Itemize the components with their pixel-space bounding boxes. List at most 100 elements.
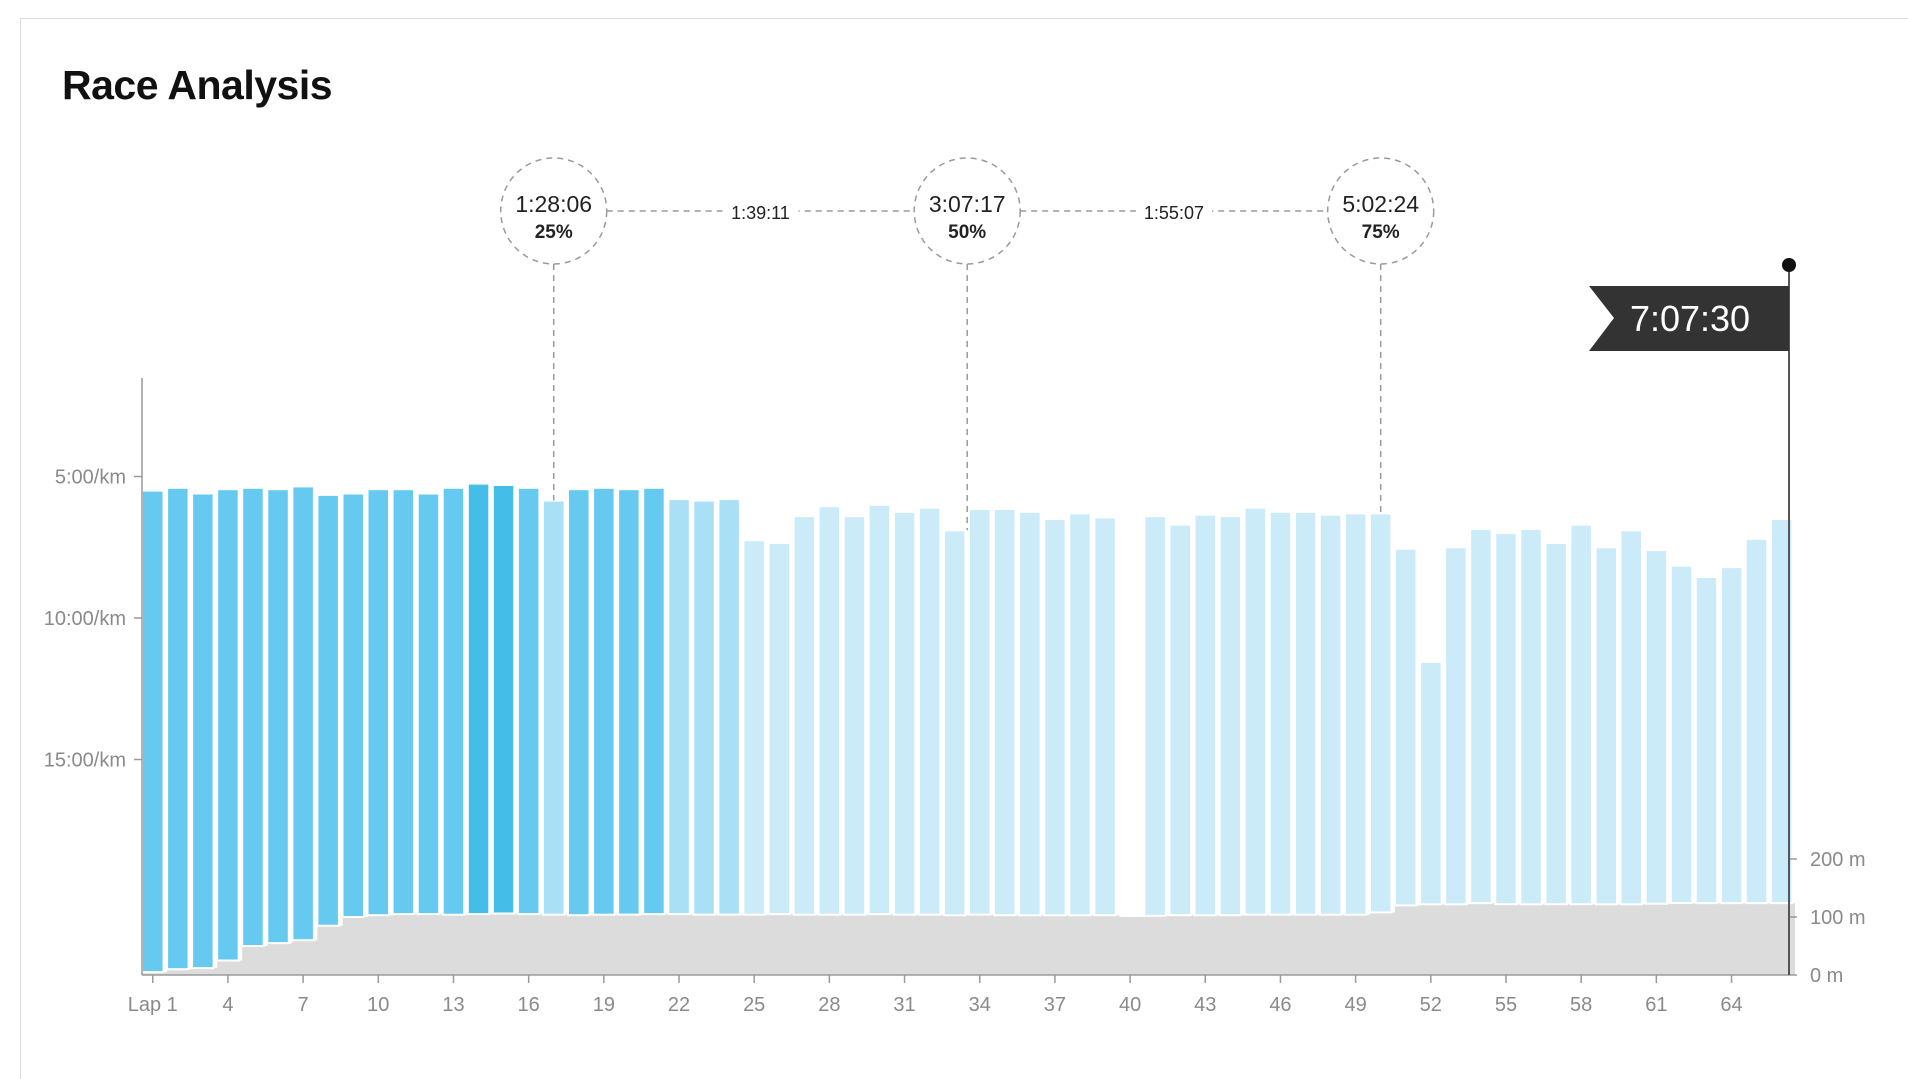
pace-bar-lap-25 bbox=[742, 539, 766, 916]
pace-bars-layer bbox=[141, 482, 1794, 974]
pace-bar-lap-4 bbox=[216, 488, 240, 962]
x-tick-label: 43 bbox=[1194, 994, 1216, 1016]
x-tick-label: 61 bbox=[1645, 994, 1667, 1016]
milestone-circle bbox=[913, 157, 1021, 265]
x-tick-label: 52 bbox=[1420, 994, 1442, 1016]
y-tick-label: 5:00/km bbox=[55, 467, 126, 489]
milestone-time: 5:02:24 bbox=[1342, 191, 1419, 217]
pace-bar-lap-38 bbox=[1068, 512, 1092, 917]
pace-bar-lap-36 bbox=[1018, 510, 1042, 917]
x-tick-label: 28 bbox=[818, 994, 840, 1016]
pace-bar-lap-65 bbox=[1744, 537, 1769, 905]
pace-bar-lap-10 bbox=[366, 488, 390, 917]
pace-bar-lap-44 bbox=[1218, 515, 1243, 917]
x-tick-label: 46 bbox=[1269, 994, 1291, 1016]
pace-bar-lap-42 bbox=[1168, 523, 1192, 917]
pace-bar-lap-57 bbox=[1544, 542, 1568, 906]
x-tick-label: 31 bbox=[893, 994, 915, 1016]
pace-bar-lap-55 bbox=[1494, 532, 1518, 906]
elevation-tick-label: 0 m bbox=[1810, 965, 1843, 987]
y-tick-label: 15:00/km bbox=[44, 750, 126, 772]
pace-bar-lap-26 bbox=[767, 542, 791, 916]
pace-bar-lap-60 bbox=[1619, 529, 1643, 906]
pace-bar-lap-52 bbox=[1419, 660, 1443, 906]
pace-bar-lap-51 bbox=[1394, 547, 1418, 907]
pace-bar-lap-54 bbox=[1469, 527, 1493, 905]
x-tick-label: 49 bbox=[1345, 994, 1367, 1016]
split-time-label: 1:39:11 bbox=[731, 203, 790, 223]
pace-bar-lap-20 bbox=[617, 488, 641, 916]
milestones-layer: 1:39:11 1:55:07 1:28:06 25% 3:07:17 50% 5:02:2… bbox=[499, 157, 1435, 531]
pace-bar-lap-48 bbox=[1318, 513, 1343, 916]
pace-bar-lap-50 bbox=[1368, 512, 1393, 914]
axes-layer: 5:00/km 10:00/km 15:00/km Lap 1 4 7 10 13 16 19 22… bbox=[44, 378, 1866, 1016]
pace-bar-lap-37 bbox=[1043, 518, 1067, 917]
x-tick-label: 19 bbox=[593, 994, 615, 1016]
pace-bar-lap-53 bbox=[1444, 546, 1468, 906]
x-tick-label: 37 bbox=[1044, 994, 1066, 1016]
pace-bar-lap-46 bbox=[1268, 510, 1293, 916]
pace-bar-lap-15 bbox=[491, 484, 516, 915]
y-tick-label: 10:00/km bbox=[44, 608, 126, 630]
pace-bar-lap-1 bbox=[141, 489, 165, 974]
x-tick-label: 40 bbox=[1119, 994, 1141, 1016]
pace-bar-lap-66 bbox=[1769, 518, 1794, 905]
milestone-time: 3:07:17 bbox=[929, 191, 1006, 217]
x-tick-label: 64 bbox=[1720, 994, 1742, 1016]
pace-bar-lap-24 bbox=[717, 498, 741, 916]
pace-bar-lap-56 bbox=[1519, 527, 1543, 906]
x-tick-label: 25 bbox=[743, 994, 765, 1016]
pace-bar-lap-63 bbox=[1694, 576, 1719, 905]
elevation-layer bbox=[142, 903, 1796, 975]
milestone-percent: 50% bbox=[948, 222, 986, 243]
finish-time: 7:07:30 bbox=[1630, 298, 1750, 339]
pace-bar-lap-30 bbox=[867, 503, 892, 916]
elevation-tick-label: 200 m bbox=[1810, 849, 1866, 871]
x-tick-label: 10 bbox=[367, 994, 389, 1016]
pace-bar-lap-14 bbox=[466, 482, 491, 916]
pace-bar-lap-43 bbox=[1193, 513, 1217, 917]
milestone-time: 1:28:06 bbox=[515, 191, 592, 217]
pace-bar-lap-23 bbox=[692, 499, 716, 916]
pace-bar-lap-16 bbox=[516, 486, 541, 916]
x-tick-label: 55 bbox=[1495, 994, 1517, 1016]
x-tick-label: 7 bbox=[298, 994, 309, 1016]
pace-bar-lap-32 bbox=[917, 506, 942, 916]
pace-bar-lap-9 bbox=[341, 492, 365, 918]
pace-bar-lap-31 bbox=[892, 510, 917, 916]
x-tick-label: 4 bbox=[222, 994, 233, 1016]
finish-flag-layer: 7:07:30 bbox=[1589, 258, 1796, 975]
pace-bar-lap-28 bbox=[817, 505, 842, 916]
split-label-bg bbox=[722, 197, 799, 225]
pace-bar-lap-62 bbox=[1669, 564, 1694, 904]
pace-bar-lap-34 bbox=[968, 508, 992, 916]
x-tick-label: 13 bbox=[442, 994, 464, 1016]
pace-bar-lap-29 bbox=[842, 515, 867, 916]
chart-card-border bbox=[20, 18, 1908, 1079]
pace-bar-lap-12 bbox=[416, 492, 441, 916]
milestone-percent: 25% bbox=[535, 222, 573, 243]
pace-bar-lap-33 bbox=[942, 529, 967, 917]
pace-bar-lap-3 bbox=[191, 492, 215, 970]
pace-bar-lap-58 bbox=[1569, 523, 1593, 906]
pace-bar-lap-47 bbox=[1293, 510, 1318, 916]
pace-bar-lap-8 bbox=[316, 493, 340, 927]
pace-bar-lap-59 bbox=[1594, 546, 1618, 906]
milestone-percent: 75% bbox=[1362, 222, 1400, 243]
page-title: Race Analysis bbox=[62, 62, 333, 108]
pace-bar-lap-18 bbox=[567, 488, 591, 917]
split-time-label: 1:55:07 bbox=[1144, 203, 1204, 223]
finish-pole-top bbox=[1782, 258, 1796, 272]
milestone-circle bbox=[1326, 157, 1435, 265]
x-tick-label: 16 bbox=[518, 994, 540, 1016]
pace-bar-lap-17 bbox=[542, 499, 566, 916]
pace-bar-lap-39 bbox=[1093, 516, 1117, 917]
split-label-bg bbox=[1135, 197, 1212, 225]
pace-bar-lap-61 bbox=[1644, 549, 1669, 905]
pace-bar-lap-49 bbox=[1343, 512, 1368, 916]
pace-bar-lap-2 bbox=[166, 486, 190, 971]
pace-bar-lap-7 bbox=[291, 485, 315, 942]
pace-bar-lap-13 bbox=[441, 486, 466, 916]
pace-bar-lap-6 bbox=[266, 488, 290, 945]
pace-bar-lap-11 bbox=[391, 488, 416, 916]
